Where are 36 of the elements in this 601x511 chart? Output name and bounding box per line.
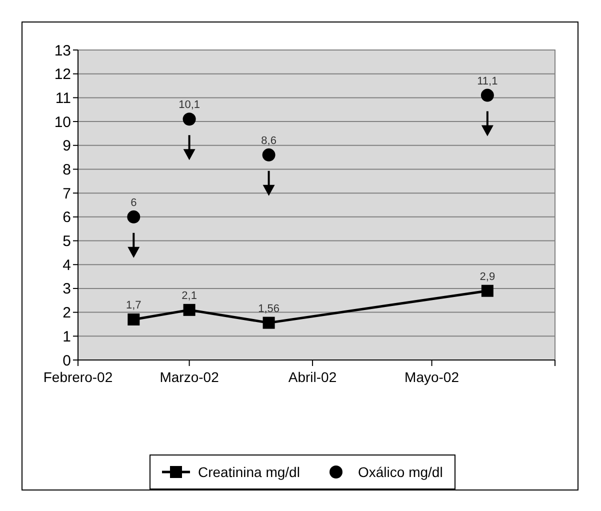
data-label: 1,56 — [258, 302, 280, 315]
point — [262, 148, 276, 162]
y-tick-label: 0 — [62, 352, 71, 370]
data-label: 6 — [130, 196, 137, 209]
y-tick-label: 1 — [62, 328, 71, 346]
point — [481, 284, 494, 297]
y-tick-label: 10 — [54, 114, 71, 131]
y-tick-label: 7 — [62, 185, 71, 202]
y-tick-label: 5 — [62, 233, 71, 250]
data-label: 10,1 — [178, 99, 200, 112]
y-tick-label: 3 — [62, 280, 71, 298]
x-tick-label: Abril-02 — [288, 369, 337, 385]
point — [480, 88, 494, 102]
point — [128, 313, 140, 326]
point — [127, 210, 140, 224]
y-tick-label: 11 — [55, 90, 71, 107]
data-label: 11,1 — [477, 75, 498, 88]
data-label: 2,1 — [182, 290, 197, 302]
data-label: 2,9 — [480, 270, 496, 283]
point — [183, 304, 196, 316]
legend-label: Oxálico mg/dl — [358, 464, 443, 480]
data-label: 8,6 — [261, 134, 276, 147]
point — [262, 316, 275, 329]
y-tick-label: 4 — [62, 256, 71, 274]
x-tick-label: Mayo-02 — [404, 369, 460, 385]
y-tick-label: 2 — [62, 304, 71, 322]
point — [182, 112, 196, 126]
y-tick-label: 13 — [54, 42, 71, 60]
y-tick-label: 12 — [54, 66, 71, 84]
x-tick-label: Febrero-02 — [43, 369, 113, 385]
legend-label: Creatinina mg/dl — [198, 464, 300, 480]
x-tick-label: Marzo-02 — [160, 369, 220, 385]
data-label: 1,7 — [126, 299, 142, 312]
y-tick-label: 6 — [62, 209, 71, 226]
y-tick-label: 9 — [62, 138, 71, 155]
y-tick-label: 8 — [62, 161, 71, 178]
